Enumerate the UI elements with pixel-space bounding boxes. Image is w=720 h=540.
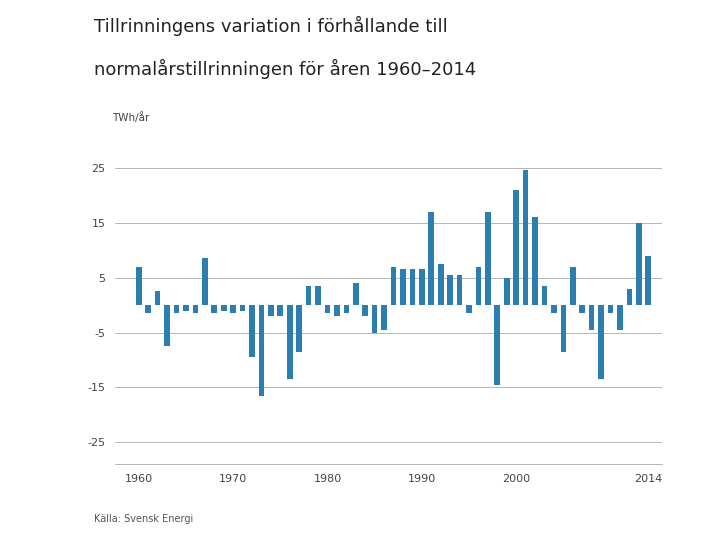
Bar [438,264,444,305]
Text: Tillrinningens variation i förhållande till: Tillrinningens variation i förhållande t… [94,16,447,36]
Bar [523,171,528,305]
Bar [410,269,415,305]
Bar [428,212,434,305]
Bar [608,305,613,313]
Bar [589,305,595,330]
Bar [419,269,425,305]
Bar [626,288,632,305]
Bar [447,275,453,305]
Bar [504,278,510,305]
Bar [541,286,547,305]
Bar [240,305,246,310]
Text: TWh/år: TWh/år [112,112,150,123]
Bar [297,305,302,352]
Bar [645,255,651,305]
Bar [136,267,142,305]
Bar [532,217,538,305]
Bar [353,283,359,305]
Bar [513,190,519,305]
Text: Källa: Svensk Energi: Källa: Svensk Energi [94,514,193,524]
Bar [391,267,396,305]
Bar [287,305,292,379]
Bar [362,305,368,316]
Bar [249,305,255,357]
Bar [315,286,321,305]
Bar [221,305,227,310]
Bar [560,305,566,352]
Bar [277,305,283,316]
Bar [155,291,161,305]
Bar [400,269,406,305]
Bar [145,305,151,313]
Bar [636,222,642,305]
Text: normalårstillrinningen för åren 1960–2014: normalårstillrinningen för åren 1960–201… [94,59,476,79]
Bar [258,305,264,396]
Bar [382,305,387,330]
Bar [580,305,585,313]
Bar [230,305,236,313]
Bar [183,305,189,310]
Bar [212,305,217,313]
Bar [306,286,312,305]
Bar [268,305,274,316]
Bar [202,258,207,305]
Bar [551,305,557,313]
Bar [192,305,198,313]
Bar [174,305,179,313]
Bar [372,305,377,333]
Bar [343,305,349,313]
Bar [570,267,575,305]
Bar [325,305,330,313]
Bar [598,305,604,379]
Bar [617,305,623,330]
Bar [456,275,462,305]
Bar [476,267,481,305]
Bar [495,305,500,384]
Bar [466,305,472,313]
Bar [334,305,340,316]
Bar [164,305,170,346]
Bar [485,212,491,305]
